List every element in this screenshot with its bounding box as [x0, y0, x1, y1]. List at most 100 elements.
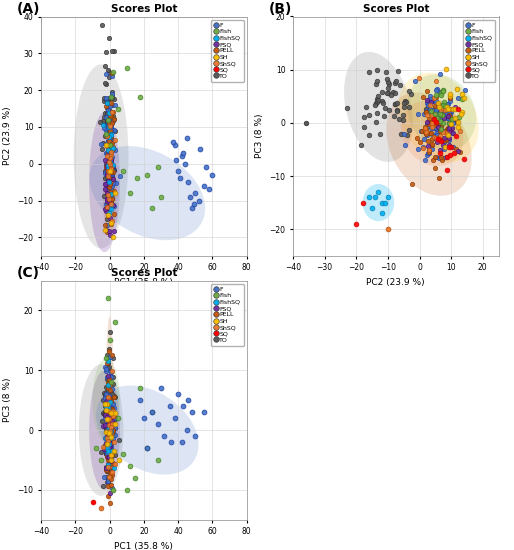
- Point: [446, 120, 454, 129]
- Point: [104, 132, 113, 141]
- Point: [109, 137, 118, 146]
- Point: [399, 111, 408, 119]
- Point: [425, 145, 433, 154]
- Point: [440, 108, 448, 117]
- Point: [391, 100, 399, 109]
- Point: [433, 123, 442, 131]
- Point: [452, 145, 460, 153]
- Point: [102, 95, 111, 104]
- Point: [157, 384, 165, 393]
- Point: [421, 123, 429, 132]
- Point: [419, 92, 428, 101]
- Point: [432, 91, 440, 100]
- Point: [149, 408, 157, 416]
- Point: [102, 450, 111, 459]
- Point: [105, 400, 113, 409]
- Point: [191, 432, 199, 441]
- Point: [103, 220, 112, 229]
- Point: [107, 148, 115, 157]
- Point: [99, 121, 107, 130]
- Point: [104, 372, 112, 381]
- Point: [440, 145, 448, 153]
- Point: [433, 109, 441, 118]
- Point: [360, 113, 369, 122]
- Point: [107, 174, 116, 183]
- Point: [105, 404, 114, 412]
- Point: [423, 118, 431, 127]
- Point: [103, 467, 111, 476]
- Point: [104, 106, 113, 114]
- Point: [100, 192, 108, 201]
- Point: [437, 110, 446, 119]
- Point: [352, 219, 360, 228]
- Point: [109, 433, 117, 442]
- Text: (B): (B): [268, 2, 291, 16]
- Point: [107, 133, 115, 142]
- Ellipse shape: [79, 364, 123, 496]
- Point: [106, 160, 114, 168]
- Point: [443, 166, 451, 174]
- Point: [107, 397, 115, 405]
- Point: [439, 134, 448, 142]
- Point: [107, 167, 115, 176]
- Point: [107, 159, 115, 168]
- Point: [445, 130, 453, 139]
- Point: [106, 151, 115, 160]
- Point: [108, 471, 116, 480]
- Point: [454, 112, 463, 121]
- Point: [111, 409, 119, 417]
- Point: [103, 411, 112, 420]
- Point: [103, 359, 111, 367]
- Point: [97, 503, 105, 512]
- Point: [439, 135, 448, 144]
- Point: [123, 486, 131, 494]
- Point: [436, 69, 445, 78]
- Point: [104, 158, 113, 167]
- Point: [109, 412, 118, 421]
- Point: [104, 119, 112, 128]
- Point: [440, 97, 448, 106]
- Point: [107, 163, 115, 172]
- Point: [201, 163, 210, 172]
- Point: [104, 137, 112, 146]
- Point: [97, 455, 105, 464]
- Point: [101, 414, 109, 422]
- Point: [438, 104, 447, 113]
- Point: [105, 194, 114, 203]
- Point: [430, 133, 438, 141]
- Point: [102, 390, 111, 399]
- Point: [427, 107, 435, 116]
- Point: [106, 101, 114, 110]
- Point: [400, 129, 409, 138]
- Point: [103, 433, 112, 442]
- Point: [437, 137, 445, 146]
- Point: [103, 472, 111, 481]
- Point: [103, 400, 111, 409]
- Point: [102, 102, 111, 111]
- Point: [108, 398, 117, 407]
- Point: [439, 87, 447, 96]
- Point: [101, 403, 109, 411]
- Point: [100, 97, 108, 106]
- Point: [106, 126, 114, 135]
- Point: [182, 426, 191, 434]
- Point: [434, 124, 443, 133]
- Point: [106, 149, 114, 158]
- Point: [101, 406, 109, 415]
- Ellipse shape: [103, 153, 117, 234]
- Point: [109, 142, 117, 151]
- Point: [103, 356, 112, 365]
- Point: [438, 136, 447, 145]
- Point: [101, 464, 109, 472]
- Point: [105, 428, 113, 437]
- Point: [107, 170, 116, 179]
- Point: [171, 414, 179, 422]
- Point: [102, 434, 110, 443]
- Point: [106, 404, 114, 412]
- Point: [104, 381, 112, 389]
- Point: [103, 141, 112, 150]
- Point: [111, 423, 119, 432]
- Point: [106, 148, 115, 157]
- Point: [106, 410, 115, 419]
- Point: [174, 167, 182, 175]
